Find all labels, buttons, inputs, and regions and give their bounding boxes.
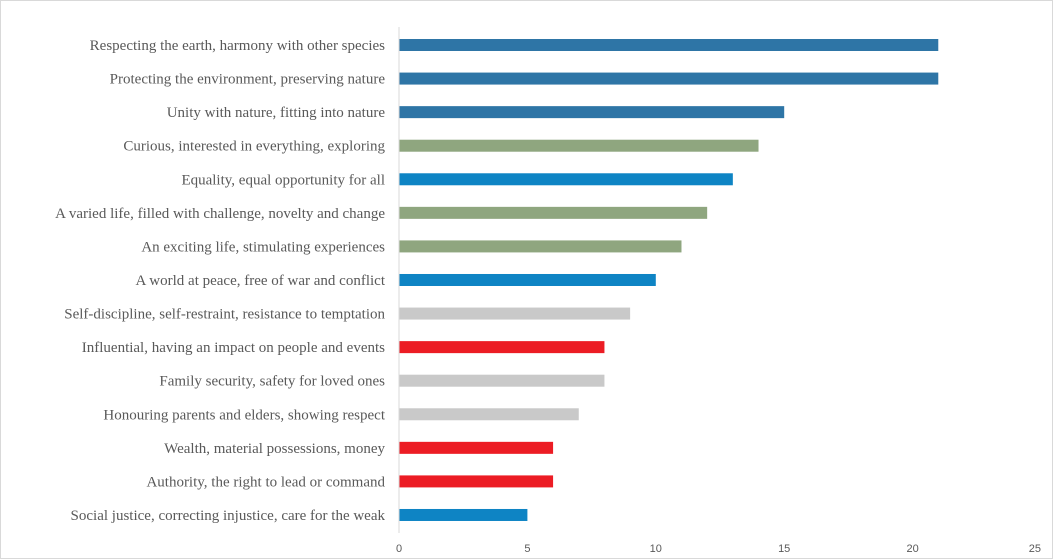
bar: [399, 341, 605, 354]
x-tick-label: 5: [524, 543, 530, 555]
x-tick-label: 15: [778, 543, 790, 555]
category-label: Wealth, material possessions, money: [164, 441, 385, 457]
bar: [399, 206, 708, 219]
category-label: Influential, having an impact on people …: [82, 340, 385, 356]
x-tick-label: 25: [1029, 543, 1041, 555]
bar: [399, 441, 554, 454]
x-tick-label: 20: [906, 543, 918, 555]
category-label: Social justice, correcting injustice, ca…: [71, 508, 386, 524]
category-label: Respecting the earth, harmony with other…: [90, 38, 385, 54]
x-axis-tick-labels: 0 5 10 15 20 25: [396, 543, 1041, 555]
category-label: Equality, equal opportunity for all: [181, 172, 385, 188]
category-label: Protecting the environment, preserving n…: [110, 72, 386, 88]
x-tick-label: 0: [396, 543, 402, 555]
bar: [399, 240, 682, 253]
bar: [399, 106, 785, 119]
bar: [399, 374, 605, 387]
category-label: Authority, the right to lead or command: [146, 474, 385, 490]
category-label: Honouring parents and elders, showing re…: [103, 407, 385, 423]
x-tick-label: 10: [650, 543, 662, 555]
bar: [399, 173, 733, 186]
category-label: A world at peace, free of war and confli…: [136, 273, 386, 289]
category-label: Curious, interested in everything, explo…: [123, 139, 385, 155]
bars: [399, 39, 939, 521]
category-label: Self-discipline, self-restraint, resista…: [64, 307, 385, 323]
bar: [399, 39, 939, 51]
category-label: A varied life, filled with challenge, no…: [55, 206, 385, 222]
bar: [399, 475, 554, 488]
bar: [399, 72, 939, 85]
bar: [399, 139, 759, 152]
category-labels: Respecting the earth, harmony with other…: [55, 38, 386, 524]
bar: [399, 508, 528, 521]
category-label: Unity with nature, fitting into nature: [167, 105, 386, 121]
bar: [399, 408, 579, 421]
category-label: Family security, safety for loved ones: [159, 374, 385, 390]
bar: [399, 307, 631, 320]
category-label: An exciting life, stimulating experience…: [141, 239, 385, 255]
bar: [399, 273, 656, 286]
